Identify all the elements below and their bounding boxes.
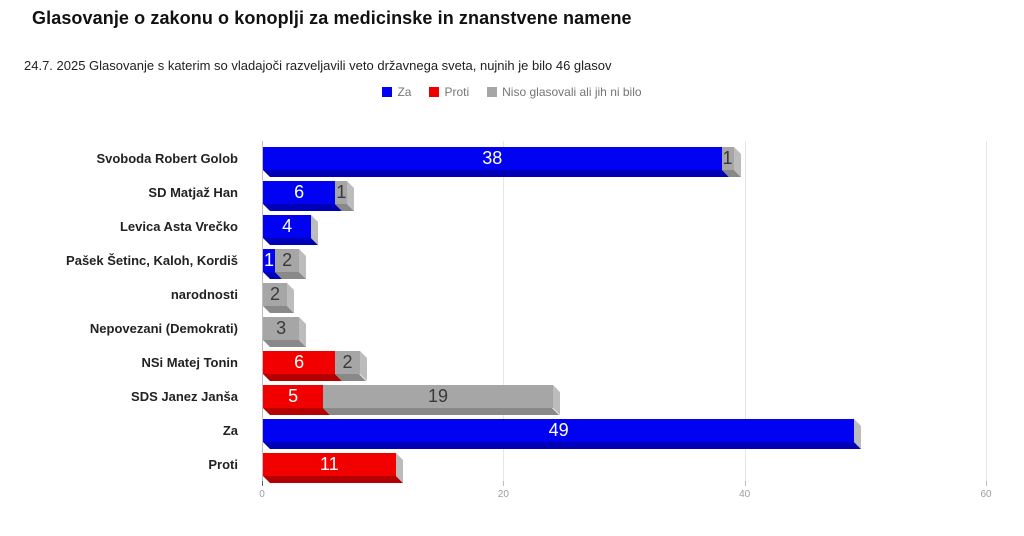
gridline bbox=[503, 141, 505, 481]
y-axis-line bbox=[262, 141, 263, 481]
bar-value-label: 2 bbox=[282, 250, 293, 270]
axis-tick bbox=[262, 481, 263, 486]
bar-track: 4 bbox=[262, 214, 1024, 238]
legend-item-label: Proti bbox=[444, 85, 470, 99]
chart-row: Levica Asta Vrečko 4 bbox=[0, 209, 1024, 243]
bar-track: 3 bbox=[262, 316, 1024, 340]
bar-segment-za[interactable]: 1 bbox=[263, 248, 276, 272]
bar-value-label: 38 bbox=[482, 148, 503, 168]
gridline bbox=[986, 141, 987, 481]
legend-item-1: Za bbox=[382, 85, 411, 99]
chart-subtitle: 24.7. 2025 Glasovanje s katerim so vlada… bbox=[24, 58, 612, 73]
chart-title: Glasovanje o zakonu o konoplji za medici… bbox=[32, 8, 632, 28]
bar-track: 2 bbox=[262, 282, 1024, 306]
bar-chart: Svoboda Robert Golob 38 1 SD Matjaž Han 6 1 Le… bbox=[0, 141, 1024, 521]
bar-segment-niso-glasovali-ali-jih-ni-bilo[interactable]: 2 bbox=[335, 350, 360, 374]
chart-row: Pašek Šetinc, Kaloh, Kordiš 1 2 bbox=[0, 243, 1024, 277]
bar-segment-niso-glasovali-ali-jih-ni-bilo[interactable]: 3 bbox=[263, 316, 300, 340]
bar-segment-za[interactable]: 38 bbox=[263, 146, 722, 170]
bar-value-label: 4 bbox=[282, 216, 293, 236]
legend-item-label: Za bbox=[397, 85, 412, 99]
category-label: Levica Asta Vrečko bbox=[119, 218, 238, 234]
legend: Za Proti Niso glasovali ali jih ni bilo bbox=[0, 85, 1024, 99]
bar-value-label: 11 bbox=[320, 454, 339, 474]
chart-row: Proti 11 bbox=[0, 447, 1024, 481]
bar-track: 38 1 bbox=[262, 146, 1024, 170]
bar-value-label: 1 bbox=[264, 250, 275, 270]
plot-grid bbox=[262, 141, 987, 486]
chart-row: Nepovezani (Demokrati) 3 bbox=[0, 311, 1024, 345]
legend-color-swatch-icon bbox=[429, 87, 440, 97]
bar-segment-niso-glasovali-ali-jih-ni-bilo[interactable]: 19 bbox=[323, 384, 553, 408]
gridline bbox=[744, 141, 746, 481]
bar-value-label: 1 bbox=[336, 182, 347, 202]
category-label: Proti bbox=[208, 456, 238, 472]
legend-item-2: Proti bbox=[429, 85, 469, 99]
category-label: Za bbox=[222, 422, 238, 438]
bar-value-label: 19 bbox=[427, 386, 448, 406]
category-label: Nepovezani (Demokrati) bbox=[89, 320, 238, 336]
bar-value-label: 2 bbox=[342, 352, 353, 372]
bar-segment-niso-glasovali-ali-jih-ni-bilo[interactable]: 1 bbox=[721, 146, 734, 170]
bar-segment-proti[interactable]: 6 bbox=[263, 350, 336, 374]
category-label: NSi Matej Tonin bbox=[141, 354, 238, 370]
bar-value-label: 5 bbox=[288, 386, 299, 406]
chart-row: Za 49 bbox=[0, 413, 1024, 447]
x-tick-label: 20 bbox=[497, 489, 509, 500]
bar-value-label: 2 bbox=[270, 284, 281, 304]
x-axis-labels: 0 20 40 60 bbox=[259, 489, 991, 503]
category-label: narodnosti bbox=[170, 286, 238, 302]
chart-row: Svoboda Robert Golob 38 1 bbox=[0, 141, 1024, 175]
bar-track: 49 bbox=[262, 418, 1024, 442]
bar-segment-proti[interactable]: 11 bbox=[263, 452, 396, 476]
bar-value-label: 49 bbox=[548, 420, 569, 440]
legend-color-swatch-icon bbox=[487, 87, 498, 97]
bar-track: 5 19 bbox=[262, 384, 1024, 408]
legend-item-3: Niso glasovali ali jih ni bilo bbox=[487, 85, 642, 99]
legend-item-label: Niso glasovali ali jih ni bilo bbox=[502, 85, 642, 99]
x-tick-label: 60 bbox=[980, 489, 992, 500]
bar-segment-za[interactable]: 6 bbox=[263, 180, 336, 204]
category-label: SDS Janez Janša bbox=[131, 388, 238, 404]
legend-color-swatch-icon bbox=[382, 87, 393, 97]
bar-value-label: 6 bbox=[294, 352, 305, 372]
x-tick-label: 0 bbox=[259, 489, 265, 500]
bar-value-label: 3 bbox=[276, 318, 287, 338]
bar-value-label: 1 bbox=[722, 148, 733, 168]
axis-tick bbox=[744, 481, 746, 486]
bar-value-label: 6 bbox=[294, 182, 305, 202]
bar-rows: Svoboda Robert Golob 38 1 SD Matjaž Han 6 1 Le… bbox=[0, 141, 1024, 481]
axis-tick bbox=[503, 481, 505, 486]
x-tick-label: 40 bbox=[739, 489, 751, 500]
bar-segment-niso-glasovali-ali-jih-ni-bilo[interactable]: 1 bbox=[335, 180, 348, 204]
bar-segment-za[interactable]: 49 bbox=[263, 418, 855, 442]
chart-row: SD Matjaž Han 6 1 bbox=[0, 175, 1024, 209]
bar-segment-niso-glasovali-ali-jih-ni-bilo[interactable]: 2 bbox=[275, 248, 300, 272]
chart-row: SDS Janez Janša 5 19 bbox=[0, 379, 1024, 413]
bar-segment-niso-glasovali-ali-jih-ni-bilo[interactable]: 2 bbox=[263, 282, 288, 306]
bar-segment-proti[interactable]: 5 bbox=[263, 384, 324, 408]
category-label: Svoboda Robert Golob bbox=[96, 150, 238, 166]
category-label: Pašek Šetinc, Kaloh, Kordiš bbox=[66, 252, 238, 268]
chart-row: NSi Matej Tonin 6 2 bbox=[0, 345, 1024, 379]
category-label: SD Matjaž Han bbox=[148, 184, 238, 200]
bar-segment-za[interactable]: 4 bbox=[263, 214, 312, 238]
bar-track: 11 bbox=[262, 452, 1024, 476]
chart-row: narodnosti 2 bbox=[0, 277, 1024, 311]
axis-tick bbox=[986, 481, 987, 486]
